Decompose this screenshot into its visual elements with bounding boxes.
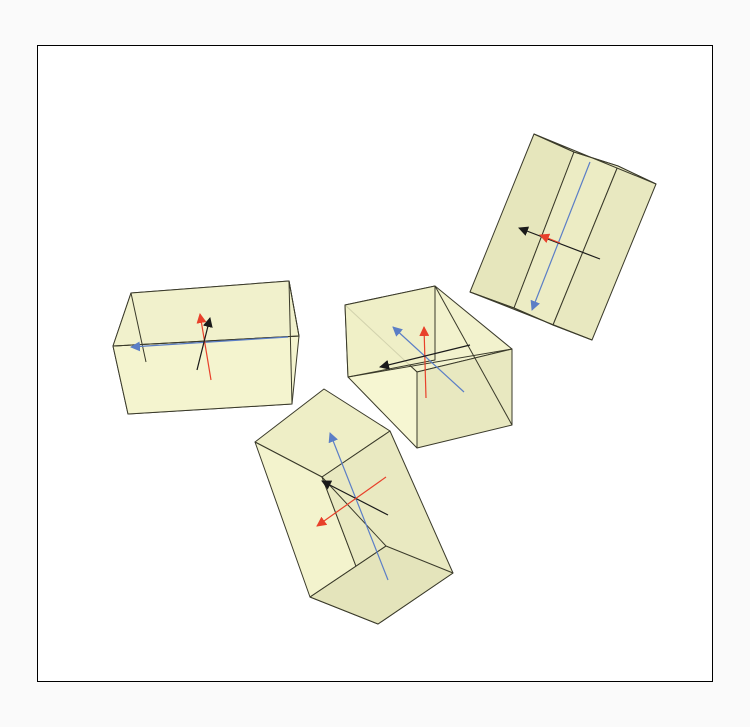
black-axis-arrow (379, 344, 471, 370)
blue-axis-arrow (130, 336, 289, 352)
black-axis-arrow (196, 317, 213, 371)
black-axis-arrow (518, 226, 601, 260)
red-axis-arrow (539, 233, 561, 244)
box-face-bottom-end (469, 291, 593, 341)
box-edge (130, 292, 147, 363)
red-axis-arrow (419, 326, 430, 399)
box-center[interactable] (344, 285, 513, 449)
blue-axis-arrow (530, 161, 591, 311)
box-face-back (344, 285, 436, 378)
black-axis-arrow (321, 480, 389, 516)
box-edge (347, 348, 513, 378)
blue-axis-arrow (392, 326, 465, 393)
box-edge (321, 476, 387, 547)
red-axis-arrow (316, 476, 387, 527)
box-face-end (533, 133, 657, 185)
box-edge (112, 335, 300, 347)
box-upper-right[interactable] (469, 133, 657, 341)
box-left[interactable] (112, 280, 300, 415)
red-axis-arrow (196, 313, 212, 381)
blue-axis-arrow (328, 432, 389, 581)
box-edge (288, 280, 300, 337)
box-edge (309, 545, 387, 598)
box-bottom[interactable] (254, 388, 454, 625)
box-edge (288, 280, 293, 405)
